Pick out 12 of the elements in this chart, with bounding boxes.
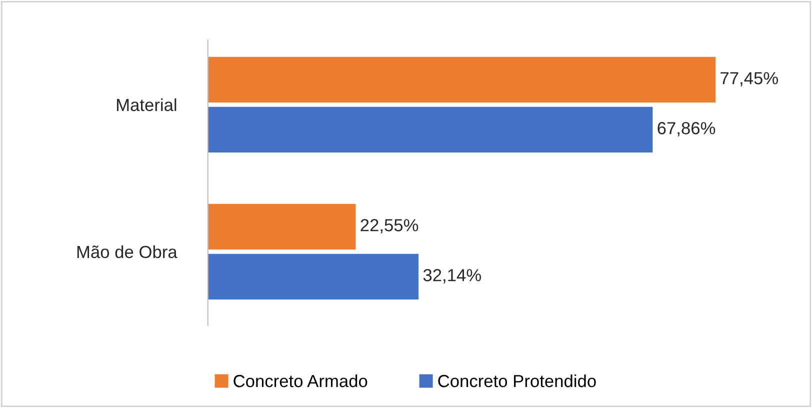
data-label: 67,86%: [658, 122, 716, 136]
y-tick-label: Material: [116, 98, 176, 112]
bar: [208, 56, 716, 102]
y-tick-label: Mão de Obra: [77, 245, 178, 258]
data-label: 77,45%: [720, 72, 778, 86]
legend-label: Concreto Protendido: [438, 374, 596, 388]
bar: [208, 106, 653, 152]
legend-label: Concreto Armado: [234, 374, 368, 388]
bar: [208, 204, 356, 250]
bar: [208, 254, 419, 300]
data-label: 32,14%: [423, 269, 481, 284]
data-label: 22,55%: [360, 219, 418, 234]
